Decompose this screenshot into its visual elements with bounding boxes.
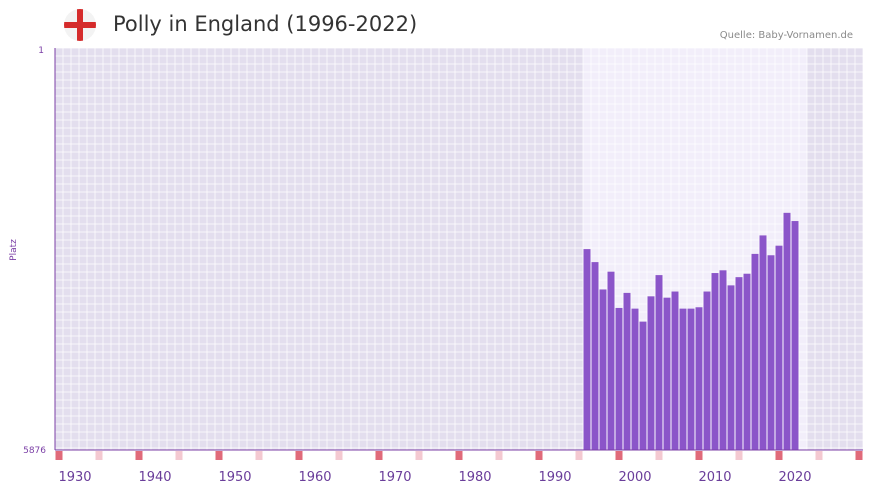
axis-marker-strong [55, 451, 63, 460]
x-tick-labels: 1930 1940 1950 1960 1970 1980 1990 2000 2010 2020 [58, 470, 811, 485]
source-credit: Quelle: Baby-Vornamen.de [719, 30, 853, 41]
bar-2013 [735, 277, 743, 450]
axis-marker-light [415, 451, 423, 460]
axis-marker-strong [455, 451, 463, 460]
y-axis-label: Platz [9, 239, 19, 261]
axis-marker-strong [855, 451, 863, 460]
bar-2014 [743, 273, 751, 450]
axis-marker-light [815, 451, 823, 460]
england-flag-icon [64, 9, 96, 41]
bar-2017 [767, 255, 775, 450]
bar-2006 [679, 308, 687, 450]
x-tick-1960: 1960 [298, 470, 331, 485]
axis-marker-light [255, 451, 263, 460]
flag-cross-vertical [77, 9, 83, 41]
axis-marker-strong [135, 451, 143, 460]
bar-1996 [599, 289, 607, 450]
axis-marker-light [655, 451, 663, 460]
bar-2012 [727, 285, 735, 450]
bar-2015 [751, 253, 759, 450]
axis-marker-light [335, 451, 343, 460]
x-tick-1970: 1970 [378, 470, 411, 485]
axis-marker-strong [295, 451, 303, 460]
bar-2003 [655, 275, 663, 450]
axis-marker-strong [775, 451, 783, 460]
bar-2011 [719, 270, 727, 450]
x-tick-2010: 2010 [698, 470, 731, 485]
axis-marker-light [95, 451, 103, 460]
bar-1995 [591, 262, 599, 450]
bar-1999 [623, 292, 631, 450]
bar-2010 [711, 273, 719, 450]
axis-marker-strong [695, 451, 703, 460]
bar-2001 [639, 321, 647, 450]
bar-2004 [663, 297, 671, 450]
bar-2008 [695, 307, 703, 450]
bar-1997 [607, 271, 615, 450]
bar-2009 [703, 291, 711, 450]
bar-2019 [783, 212, 791, 450]
axis-marker-light [735, 451, 743, 460]
x-tick-2000: 2000 [618, 470, 651, 485]
axis-marker-strong [535, 451, 543, 460]
bar-1994 [583, 249, 591, 450]
axis-marker-strong [615, 451, 623, 460]
bar-2005 [671, 291, 679, 450]
chart-header: Polly in England (1996-2022) Quelle: Bab… [0, 0, 873, 48]
bar-2018 [775, 245, 783, 450]
axes [54, 48, 863, 451]
bar-1998 [615, 307, 623, 450]
x-tick-2020: 2020 [778, 470, 811, 485]
plot-grid [54, 47, 864, 450]
y-tick-top: 1 [38, 46, 44, 56]
x-tick-1950: 1950 [218, 470, 251, 485]
x-tick-1980: 1980 [458, 470, 491, 485]
axis-marker-strong [215, 451, 223, 460]
axis-marker-light [495, 451, 503, 460]
x-tick-1930: 1930 [58, 470, 91, 485]
axis-marker-strong [375, 451, 383, 460]
bar-2000 [631, 308, 639, 450]
chart-title: Polly in England (1996-2022) [113, 12, 418, 36]
axis-markers [55, 451, 863, 460]
axis-marker-light [575, 451, 583, 460]
bar-series [583, 212, 799, 450]
y-tick-bottom: 5876 [23, 446, 46, 456]
bar-2020 [791, 221, 799, 450]
x-tick-1990: 1990 [538, 470, 571, 485]
bar-2002 [647, 296, 655, 450]
bar-2007 [687, 308, 695, 450]
bar-2016 [759, 235, 767, 450]
axis-marker-light [175, 451, 183, 460]
x-tick-1940: 1940 [138, 470, 171, 485]
